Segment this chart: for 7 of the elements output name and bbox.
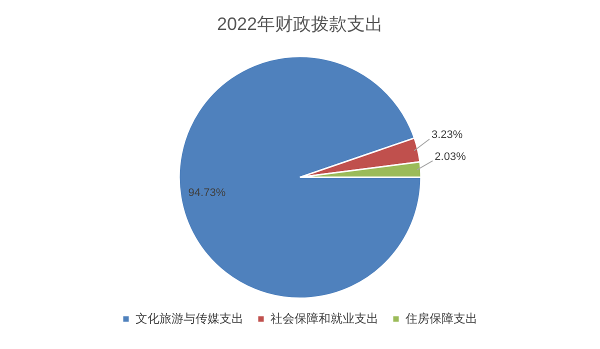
- legend-label: 文化旅游与传媒支出: [136, 311, 244, 326]
- legend-label: 社会保障和就业支出: [270, 311, 378, 326]
- data-label: 94.73%: [188, 186, 226, 199]
- chart-title: 2022年财政拨款支出: [216, 14, 384, 34]
- data-label: 3.23%: [431, 129, 463, 142]
- data-label: 2.03%: [434, 150, 466, 163]
- legend-label: 住房保障支出: [404, 311, 478, 326]
